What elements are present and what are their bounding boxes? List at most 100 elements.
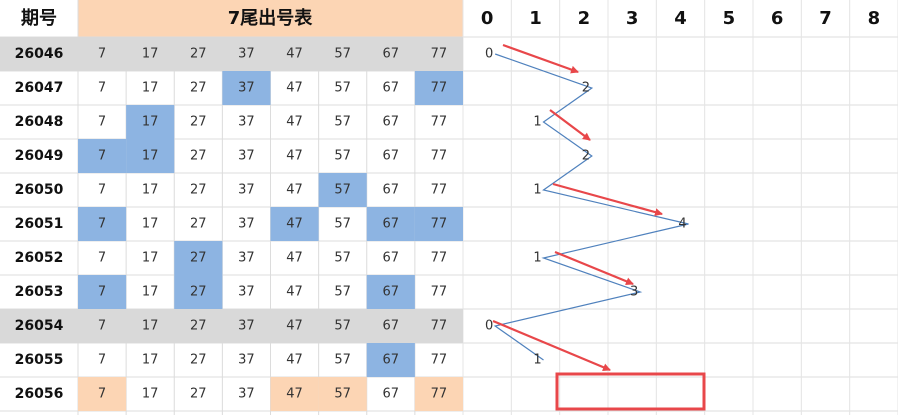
scale-label: 2 [578,8,591,29]
number-cell: 77 [431,251,448,266]
cell-highlight [414,71,463,105]
number-cell: 67 [383,285,400,300]
row-bg [0,37,463,71]
cell-highlight [174,241,223,275]
period: 26054 [15,318,64,334]
number-cell: 47 [286,81,303,96]
number-cell: 57 [334,81,351,96]
scale-label: 5 [723,8,736,29]
number-cell: 27 [190,217,207,232]
count-label: 3 [630,285,638,300]
cell-highlight [366,207,415,241]
cell-highlight [78,275,127,309]
scale-label: 3 [626,8,639,29]
table-title: 7尾出号表 [228,7,314,29]
number-cell: 47 [286,319,303,334]
cell-highlight [78,139,127,173]
cell-highlight [366,275,415,309]
number-cell: 7 [98,319,106,334]
number-cell: 27 [190,149,207,164]
period: 26052 [15,250,64,266]
number-cell: 27 [190,387,207,402]
row-bg [0,309,463,343]
number-cell: 57 [334,217,351,232]
number-cell: 57 [334,353,351,368]
number-cell: 77 [431,285,448,300]
cell-highlight [414,377,463,411]
number-cell: 47 [286,251,303,266]
cell-highlight [318,173,367,207]
scale-label: 4 [674,8,687,29]
number-cell: 47 [286,387,303,402]
number-cell: 37 [238,319,255,334]
number-cell: 37 [238,81,255,96]
number-cell: 27 [190,183,207,198]
number-cell: 67 [383,47,400,62]
period: 26056 [15,386,64,402]
number-cell: 17 [142,183,159,198]
number-cell: 7 [98,251,106,266]
scale-label: 0 [481,8,494,29]
number-cell: 7 [98,183,106,198]
cell-highlight [174,275,223,309]
number-cell: 47 [286,47,303,62]
number-cell: 17 [142,319,159,334]
number-cell: 77 [431,81,448,96]
scale-label: 7 [819,8,832,29]
count-label: 1 [533,353,541,368]
cell-highlight [270,377,319,411]
number-cell: 17 [142,149,159,164]
cell-highlight [318,377,367,411]
number-cell: 57 [334,47,351,62]
number-cell: 57 [334,285,351,300]
period: 26046 [15,46,64,62]
number-cell: 37 [238,251,255,266]
count-label: 1 [533,115,541,130]
number-cell: 67 [383,217,400,232]
period: 26048 [15,114,64,130]
cell-highlight [414,207,463,241]
number-cell: 17 [142,387,159,402]
period: 26051 [15,216,64,232]
number-cell: 77 [431,47,448,62]
prediction-box [555,372,706,411]
number-cell: 57 [334,251,351,266]
scale-label: 8 [868,8,881,29]
period-header: 期号 [21,8,57,29]
number-cell: 17 [142,81,159,96]
number-cell: 77 [431,387,448,402]
scale-label: 6 [771,8,784,29]
number-cell: 7 [98,149,106,164]
number-cell: 27 [190,81,207,96]
number-cell: 67 [383,149,400,164]
arrow [502,43,579,74]
number-cell: 27 [190,319,207,334]
number-cell: 37 [238,115,255,130]
count-label: 1 [533,251,541,266]
number-cell: 47 [286,353,303,368]
number-cell: 57 [334,183,351,198]
number-cell: 37 [238,47,255,62]
count-label: 2 [582,81,590,96]
number-cell: 77 [431,183,448,198]
number-cell: 57 [334,115,351,130]
number-cell: 77 [431,217,448,232]
arrow [554,250,634,286]
number-cell: 7 [98,47,106,62]
number-cell: 57 [334,149,351,164]
cell-highlight [78,207,127,241]
number-cell: 77 [431,353,448,368]
arrow [552,182,663,216]
count-label: 1 [533,183,541,198]
period: 26053 [15,284,64,300]
number-cell: 77 [431,115,448,130]
count-label: 2 [582,149,590,164]
number-cell: 37 [238,285,255,300]
trend-chart: 0 1 2 3 4 5 6 7 8 0 2 1 2 1 4 1 3 0 1 [481,8,880,368]
number-cell: 17 [142,285,159,300]
number-cell: 37 [238,217,255,232]
number-cell: 67 [383,353,400,368]
cell-highlight [78,377,127,411]
